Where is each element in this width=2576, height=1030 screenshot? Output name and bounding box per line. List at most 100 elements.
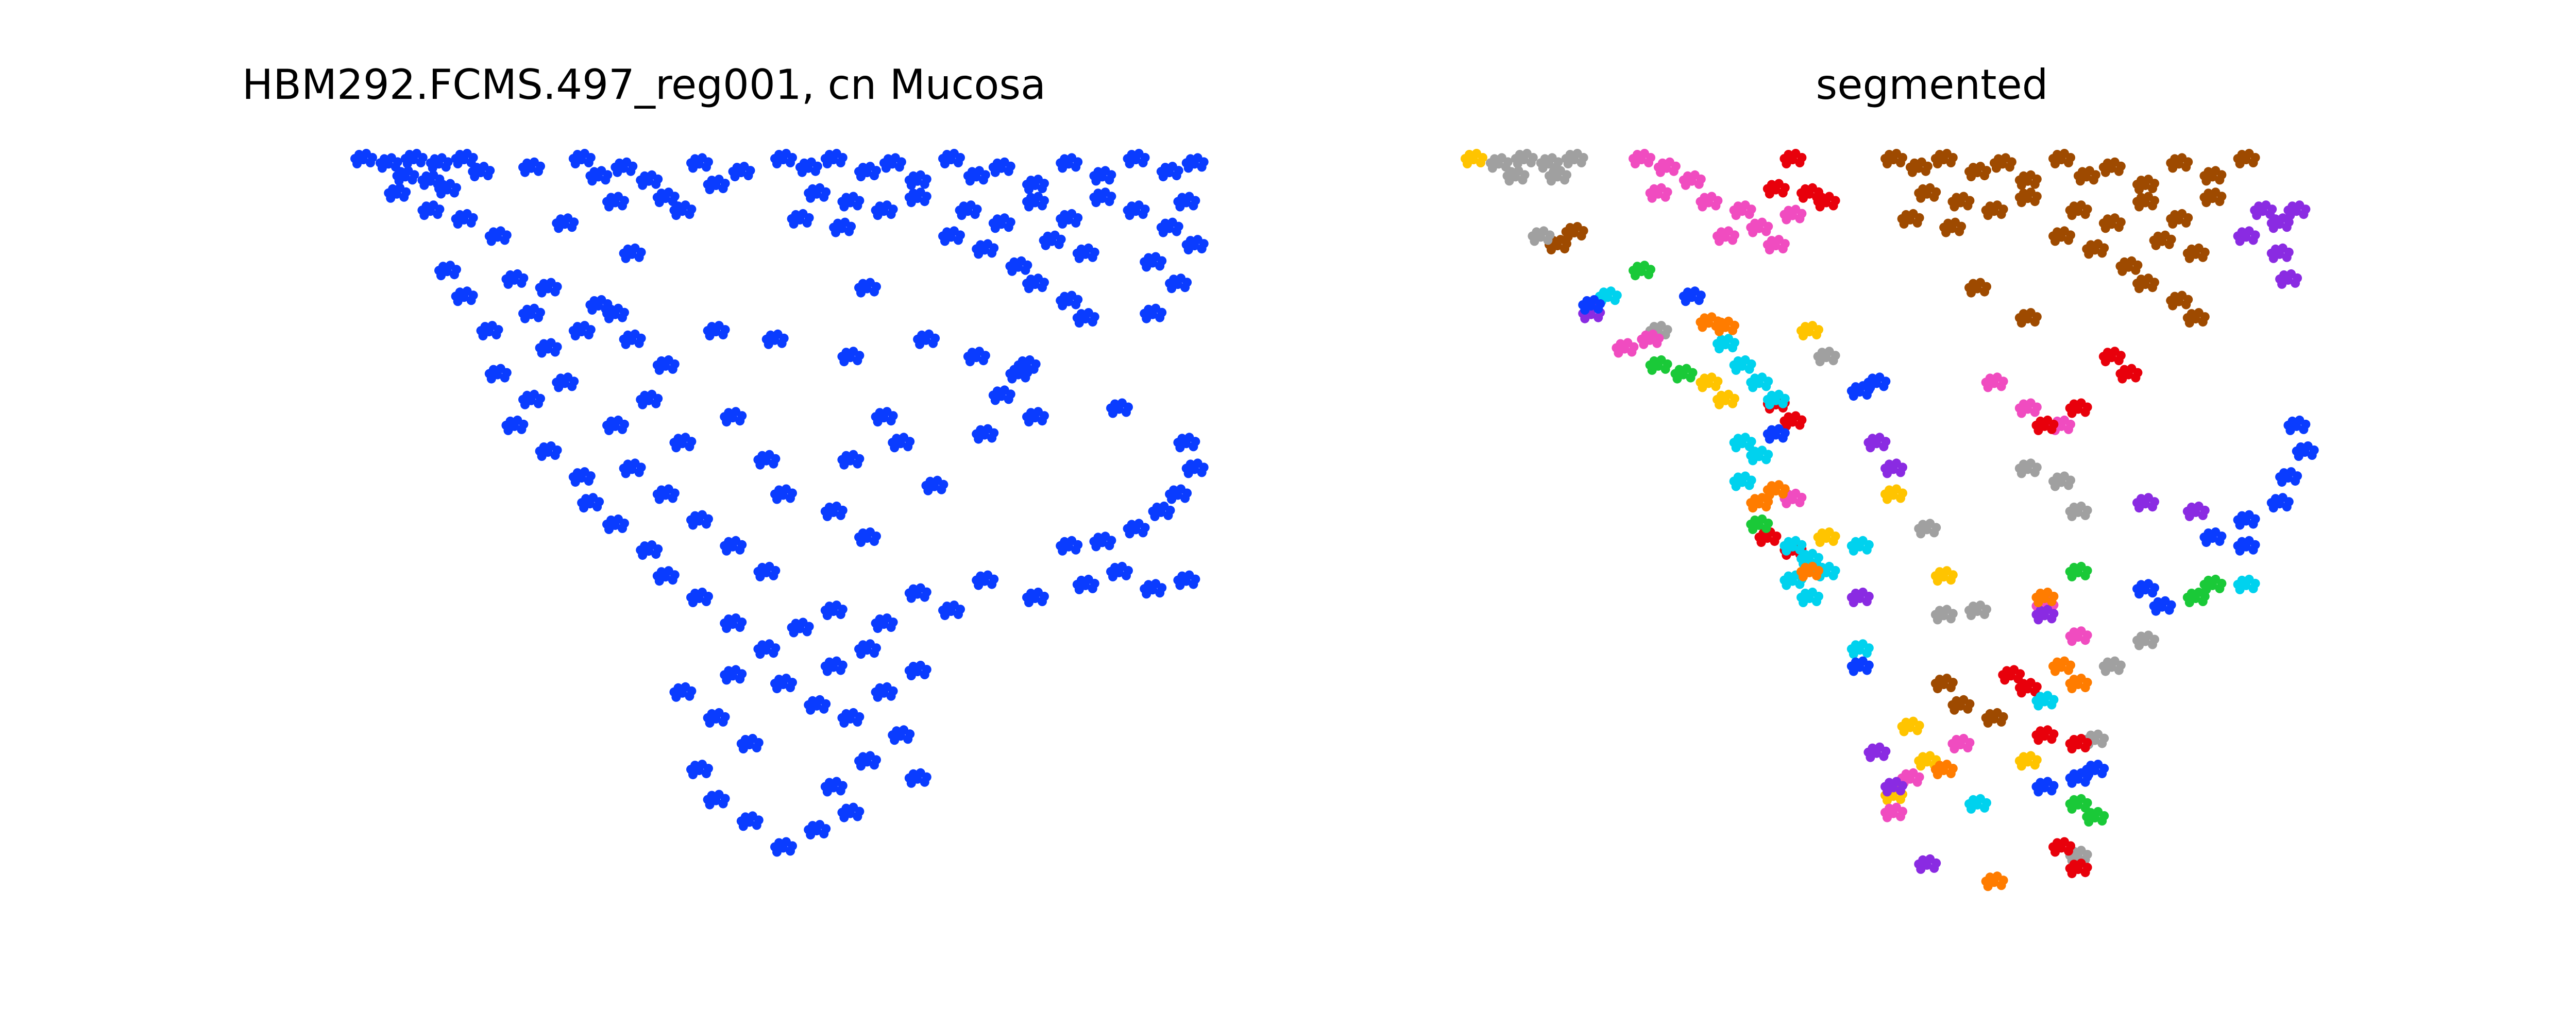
scatter-point bbox=[443, 157, 453, 167]
scatter-point bbox=[988, 162, 998, 172]
scatter-point bbox=[1813, 197, 1823, 207]
scatter-point bbox=[1124, 565, 1133, 575]
scatter-point bbox=[888, 686, 898, 696]
scatter-point bbox=[737, 669, 747, 679]
series-0 bbox=[1545, 149, 2260, 728]
scatter-point bbox=[754, 738, 764, 747]
scatter-point bbox=[1040, 278, 1049, 287]
scatter-point bbox=[1511, 154, 1520, 163]
scatter-point bbox=[1797, 566, 1806, 576]
scatter-point bbox=[452, 265, 461, 274]
scatter-point bbox=[938, 154, 947, 163]
scatter-point bbox=[1485, 158, 1495, 168]
scatter-point bbox=[2132, 279, 2142, 288]
scatter-point bbox=[569, 376, 579, 386]
scatter-point bbox=[854, 533, 863, 542]
scatter-point bbox=[2049, 419, 2059, 429]
scatter-point bbox=[2031, 782, 2041, 792]
scatter-point bbox=[2200, 312, 2210, 322]
scatter-point bbox=[536, 307, 545, 317]
scatter-point bbox=[1140, 308, 1149, 318]
scatter-point bbox=[1199, 462, 1209, 472]
scatter-point bbox=[2150, 196, 2159, 205]
scatter-point bbox=[770, 842, 779, 852]
scatter-point bbox=[1814, 553, 1823, 562]
scatter-point bbox=[602, 420, 612, 430]
scatter-point bbox=[2199, 171, 2209, 181]
scatter-point bbox=[518, 162, 528, 172]
scatter-point bbox=[501, 274, 511, 284]
scatter-point bbox=[1930, 610, 1940, 620]
scatter-point bbox=[1762, 485, 1772, 495]
scatter-point bbox=[1864, 540, 1874, 550]
scatter-point bbox=[2066, 660, 2075, 670]
scatter-point bbox=[1023, 260, 1032, 270]
scatter-point bbox=[392, 171, 402, 181]
scatter-point bbox=[2217, 192, 2227, 201]
scatter-point bbox=[452, 183, 461, 193]
scatter-point bbox=[2116, 351, 2126, 360]
scatter-point bbox=[1106, 403, 1115, 413]
scatter-point bbox=[2049, 695, 2059, 705]
scatter-point bbox=[1780, 416, 1789, 426]
scatter-point bbox=[2032, 192, 2042, 201]
scatter-point bbox=[1156, 222, 1166, 232]
scatter-point bbox=[1947, 739, 1957, 748]
scatter-point bbox=[417, 205, 427, 215]
scatter-point bbox=[2266, 498, 2276, 508]
scatter-point bbox=[1713, 339, 1722, 349]
scatter-point bbox=[1948, 570, 1958, 580]
scatter-point bbox=[787, 623, 796, 632]
scatter-point bbox=[904, 588, 914, 598]
scatter-point bbox=[1864, 592, 1874, 601]
scatter-point bbox=[703, 180, 713, 190]
scatter-point bbox=[1123, 154, 1132, 163]
scatter-point bbox=[619, 334, 629, 344]
scatter-point bbox=[896, 157, 906, 167]
scatter-point bbox=[1056, 158, 1065, 168]
scatter-point bbox=[552, 445, 562, 455]
scatter-point bbox=[2066, 841, 2075, 851]
scatter-point bbox=[1730, 393, 1739, 403]
scatter-point bbox=[1747, 204, 1756, 214]
scatter-point bbox=[1654, 333, 1664, 343]
scatter-point bbox=[2217, 531, 2227, 541]
scatter-point bbox=[2082, 630, 2092, 640]
scatter-point bbox=[1982, 166, 1991, 176]
scatter-plot-original bbox=[350, 149, 1209, 857]
scatter-point bbox=[552, 342, 562, 352]
scatter-point bbox=[2015, 669, 2025, 679]
scatter-point bbox=[1797, 492, 1807, 502]
scatter-point bbox=[838, 660, 848, 670]
scatter-point bbox=[1914, 720, 1924, 730]
scatter-point bbox=[855, 196, 865, 205]
scatter-point bbox=[2049, 781, 2059, 791]
scatter-point bbox=[2200, 505, 2210, 515]
scatter-point bbox=[519, 419, 529, 429]
scatter-point bbox=[2250, 153, 2260, 162]
scatter-point bbox=[1072, 313, 1082, 323]
scatter-point bbox=[620, 419, 629, 429]
scatter-point bbox=[1814, 565, 1823, 575]
scatter-point bbox=[426, 158, 435, 168]
scatter-point bbox=[535, 283, 545, 293]
scatter-point bbox=[972, 244, 981, 254]
scatter-point bbox=[2082, 798, 2092, 808]
scatter-point bbox=[2132, 197, 2142, 207]
scatter-point bbox=[400, 154, 410, 163]
scatter-point bbox=[375, 158, 385, 168]
scatter-point bbox=[518, 394, 528, 404]
scatter-point bbox=[2200, 247, 2210, 257]
scatter-point bbox=[368, 153, 377, 162]
scatter-point bbox=[1930, 571, 1940, 581]
scatter-point bbox=[1056, 296, 1065, 305]
scatter-point bbox=[602, 520, 612, 529]
scatter-point bbox=[1898, 806, 1907, 816]
scatter-point bbox=[1831, 351, 1840, 360]
scatter-point bbox=[2082, 850, 2092, 860]
scatter-point bbox=[704, 157, 713, 167]
scatter-point bbox=[788, 153, 797, 162]
scatter-point bbox=[1981, 205, 1991, 215]
scatter-point bbox=[1881, 437, 1891, 447]
scatter-point bbox=[585, 171, 595, 181]
